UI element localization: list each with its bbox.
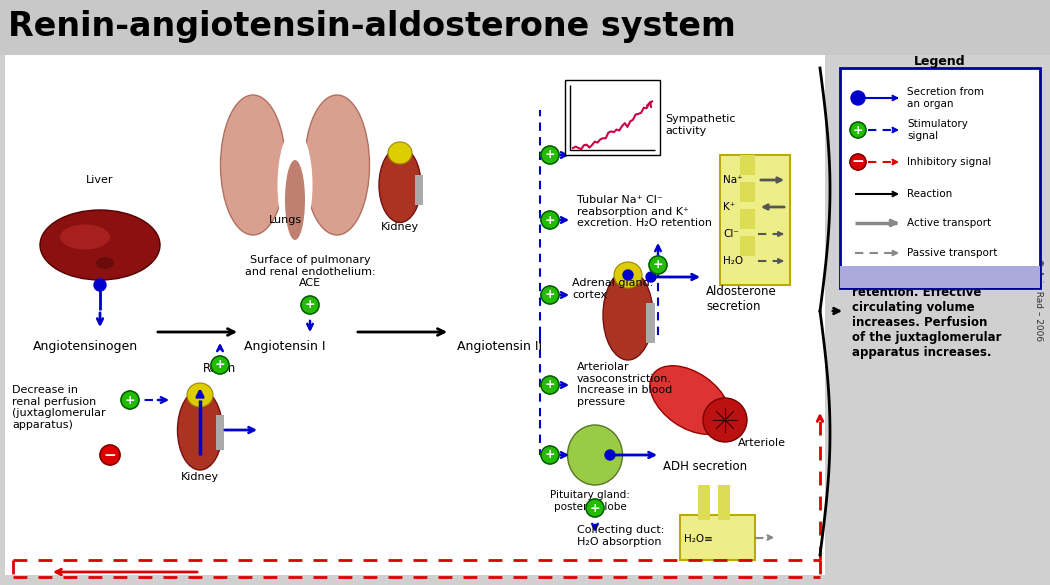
Ellipse shape	[60, 225, 110, 249]
Circle shape	[541, 211, 559, 229]
Ellipse shape	[304, 95, 370, 235]
Text: Passive transport: Passive transport	[907, 248, 998, 258]
Text: Secretion from
an organ: Secretion from an organ	[907, 87, 984, 109]
Text: H₂O≡: H₂O≡	[684, 535, 713, 545]
Text: +: +	[853, 123, 863, 136]
FancyBboxPatch shape	[5, 55, 825, 575]
Text: +: +	[304, 298, 315, 311]
Text: Adrenal gland:
cortex: Adrenal gland: cortex	[572, 278, 653, 300]
Text: Kidney: Kidney	[181, 472, 219, 482]
Ellipse shape	[177, 390, 223, 470]
FancyBboxPatch shape	[718, 485, 730, 520]
Circle shape	[541, 286, 559, 304]
Ellipse shape	[277, 130, 313, 240]
Text: Legend: Legend	[915, 55, 966, 68]
Text: Tubular Na⁺ Cl⁻
reabsorption and K⁺
excretion. H₂O retention: Tubular Na⁺ Cl⁻ reabsorption and K⁺ excr…	[578, 195, 712, 228]
Circle shape	[541, 146, 559, 164]
Ellipse shape	[614, 262, 642, 288]
Text: +: +	[545, 378, 555, 391]
Ellipse shape	[567, 425, 623, 485]
Ellipse shape	[650, 366, 730, 434]
Ellipse shape	[40, 210, 160, 280]
Text: Pituitary gland:
posterior lobe: Pituitary gland: posterior lobe	[550, 490, 630, 512]
Text: Liver: Liver	[86, 175, 113, 185]
FancyBboxPatch shape	[840, 266, 1040, 288]
Text: Reaction: Reaction	[907, 189, 952, 199]
FancyBboxPatch shape	[216, 415, 224, 450]
Ellipse shape	[388, 142, 412, 164]
Text: +: +	[590, 501, 601, 514]
Ellipse shape	[220, 95, 286, 235]
Text: Active transport: Active transport	[907, 218, 991, 228]
Ellipse shape	[285, 160, 304, 240]
Ellipse shape	[379, 147, 421, 222]
FancyBboxPatch shape	[740, 209, 755, 229]
Text: Renin-angiotensin-aldosterone system: Renin-angiotensin-aldosterone system	[8, 10, 736, 43]
Circle shape	[850, 122, 866, 138]
FancyBboxPatch shape	[740, 155, 755, 175]
Circle shape	[605, 450, 615, 460]
Circle shape	[301, 296, 319, 314]
FancyBboxPatch shape	[646, 303, 655, 343]
Text: Angiotensin I: Angiotensin I	[245, 340, 326, 353]
Text: Arteriole: Arteriole	[738, 438, 786, 448]
FancyBboxPatch shape	[720, 155, 790, 285]
Text: Stimulatory
signal: Stimulatory signal	[907, 119, 968, 141]
FancyBboxPatch shape	[698, 485, 710, 520]
Text: −: −	[104, 448, 117, 463]
Text: Sympathetic
activity: Sympathetic activity	[665, 114, 735, 136]
FancyBboxPatch shape	[565, 80, 660, 155]
FancyBboxPatch shape	[740, 182, 755, 202]
FancyBboxPatch shape	[0, 0, 1050, 55]
Circle shape	[121, 391, 139, 409]
Text: Surface of pulmonary
and renal endothelium:
ACE: Surface of pulmonary and renal endotheli…	[245, 255, 375, 288]
Text: Collecting duct:
H₂O absorption: Collecting duct: H₂O absorption	[578, 525, 665, 546]
Circle shape	[100, 445, 120, 465]
Text: Renin: Renin	[204, 362, 236, 375]
Text: Decrease in
renal perfusion
(juxtaglomerular
apparatus): Decrease in renal perfusion (juxtaglomer…	[12, 385, 106, 430]
Text: Water and salt
retention. Effective
circulating volume
increases. Perfusion
of t: Water and salt retention. Effective circ…	[852, 271, 1002, 359]
Text: Inhibitory signal: Inhibitory signal	[907, 157, 991, 167]
FancyBboxPatch shape	[415, 175, 423, 205]
Circle shape	[211, 356, 229, 374]
Ellipse shape	[96, 257, 114, 269]
Text: +: +	[653, 259, 664, 271]
Circle shape	[541, 446, 559, 464]
Text: +: +	[545, 288, 555, 301]
Circle shape	[541, 376, 559, 394]
Circle shape	[94, 279, 106, 291]
Ellipse shape	[187, 383, 213, 407]
Circle shape	[704, 398, 747, 442]
Ellipse shape	[603, 270, 653, 360]
Text: −: −	[852, 154, 864, 170]
Circle shape	[586, 499, 604, 517]
Circle shape	[850, 154, 866, 170]
Text: H₂O: H₂O	[723, 256, 743, 266]
Circle shape	[850, 91, 865, 105]
Text: Na⁺: Na⁺	[723, 175, 742, 185]
Text: K⁺: K⁺	[723, 202, 735, 212]
Circle shape	[623, 270, 633, 280]
Text: Angiotensin II: Angiotensin II	[458, 340, 543, 353]
Circle shape	[649, 256, 667, 274]
Text: +: +	[214, 359, 226, 371]
Text: Cl⁻: Cl⁻	[723, 229, 739, 239]
Text: +: +	[125, 394, 135, 407]
FancyBboxPatch shape	[840, 68, 1040, 288]
Text: Arteriolar
vasoconstriction.
Increase in blood
pressure: Arteriolar vasoconstriction. Increase in…	[578, 362, 672, 407]
Text: Kidney: Kidney	[381, 222, 419, 232]
FancyBboxPatch shape	[740, 236, 755, 256]
Text: +: +	[545, 214, 555, 226]
Text: ADH secretion: ADH secretion	[663, 460, 748, 473]
Circle shape	[646, 272, 656, 282]
FancyBboxPatch shape	[680, 515, 755, 560]
Text: +: +	[545, 449, 555, 462]
Text: Angiotensinogen: Angiotensinogen	[33, 340, 138, 353]
Text: Lungs: Lungs	[269, 215, 301, 225]
Text: +: +	[545, 149, 555, 161]
Text: Aldosterone
secretion: Aldosterone secretion	[706, 285, 777, 313]
Text: © Aria Rad – 2006: © Aria Rad – 2006	[1033, 259, 1043, 342]
